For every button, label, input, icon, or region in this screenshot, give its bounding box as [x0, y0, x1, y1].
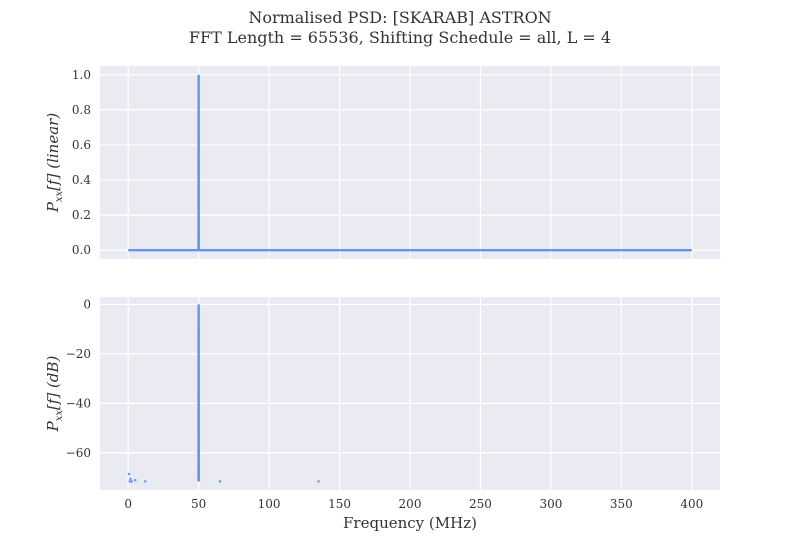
x-tick-label: 400 — [680, 497, 703, 511]
y-tick-label: −20 — [66, 347, 91, 361]
y-tick-label: 0.4 — [72, 173, 91, 187]
x-tick-label: 100 — [258, 497, 281, 511]
figure-title-line-2: FFT Length = 65536, Shifting Schedule = … — [189, 28, 611, 47]
y-tick-label: −40 — [66, 396, 91, 410]
data-point — [131, 480, 133, 482]
y-tick-label: 0 — [83, 297, 91, 311]
data-point — [129, 478, 131, 480]
data-point — [128, 473, 130, 475]
y-tick-label: 0.2 — [72, 208, 91, 222]
x-tick-label: 150 — [328, 497, 351, 511]
x-tick-label: 50 — [191, 497, 206, 511]
y-tick-label: 0.6 — [72, 138, 91, 152]
data-point — [317, 480, 319, 482]
x-tick-label: 350 — [610, 497, 633, 511]
y-axis-label: Pxx[f] (linear) — [44, 113, 65, 213]
data-point — [129, 480, 131, 482]
y-tick-label: 0.8 — [72, 103, 91, 117]
y-tick-label: −60 — [66, 446, 91, 460]
y-tick-label: 0.0 — [72, 243, 91, 257]
y-tick-label: 1.0 — [72, 68, 91, 82]
x-axis-label: Frequency (MHz) — [343, 514, 477, 532]
data-point — [144, 480, 146, 482]
x-tick-label: 200 — [399, 497, 422, 511]
figure-title-line-1: Normalised PSD: [SKARAB] ASTRON — [248, 8, 551, 27]
data-point — [219, 480, 221, 482]
x-tick-label: 250 — [469, 497, 492, 511]
linear-psd-panel: 0.0 0.2 0.4 0.6 0.8 1.0 Pxx[f] (linear) — [44, 66, 720, 259]
data-point — [134, 479, 136, 481]
db-psd-panel: 0 −20 −40 −60 0 50 100 150 200 250 300 350 400 Pxx[f]… — [44, 297, 720, 532]
y-axis-label: Pxx[f] (dB) — [44, 355, 65, 432]
x-tick-label: 300 — [539, 497, 562, 511]
x-tick-label: 0 — [124, 497, 132, 511]
